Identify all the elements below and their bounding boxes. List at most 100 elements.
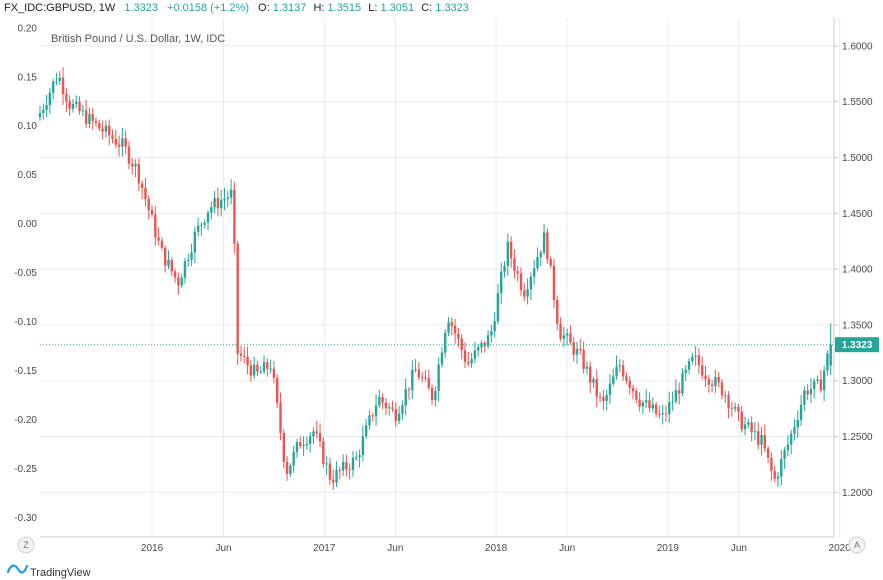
candle-body xyxy=(167,259,170,266)
candle-body xyxy=(88,113,91,124)
candle-body xyxy=(140,183,144,188)
candle-body xyxy=(45,105,48,110)
candle-body xyxy=(239,353,243,356)
candle-body xyxy=(243,355,246,357)
candle-body xyxy=(420,377,424,379)
grid-layer xyxy=(40,18,841,537)
a-button-label: A xyxy=(854,540,860,550)
candle-body xyxy=(111,135,114,139)
candle-body xyxy=(101,128,104,132)
candle-body xyxy=(203,222,206,225)
candle-body xyxy=(121,138,124,147)
candle-body xyxy=(681,372,684,394)
candle-body xyxy=(213,197,216,208)
candle-body xyxy=(351,457,355,470)
candle-body xyxy=(256,364,259,372)
candle-body xyxy=(216,197,220,209)
candle-body xyxy=(819,379,823,391)
candle-body xyxy=(470,358,473,364)
candle-body xyxy=(94,120,98,123)
candle-body xyxy=(338,469,342,471)
candle-body xyxy=(114,138,117,145)
candle-body xyxy=(753,431,757,433)
candle-body xyxy=(776,476,780,479)
candle-body xyxy=(799,404,803,420)
candle-body xyxy=(91,113,94,121)
x-tick-label: 2018 xyxy=(485,543,508,554)
right-tick-label: 1.4000 xyxy=(842,265,873,276)
candle-body xyxy=(816,379,819,381)
last-value: 1.3323 xyxy=(124,2,158,14)
left-tick-label: -0.05 xyxy=(14,268,37,279)
candle-body xyxy=(500,271,503,294)
candle-body xyxy=(592,379,595,383)
candle-body xyxy=(187,259,190,262)
candle-body xyxy=(157,237,160,241)
candle-body xyxy=(615,366,618,377)
candle-body xyxy=(582,349,585,369)
x-tick-label: 2019 xyxy=(657,543,680,554)
candle-body xyxy=(562,335,566,339)
candle-body xyxy=(809,388,813,395)
candle-body xyxy=(68,101,71,109)
candle-body xyxy=(526,289,529,297)
candle-body xyxy=(612,376,615,384)
candle-body xyxy=(529,276,533,290)
last-price-box xyxy=(835,337,879,353)
candle-body xyxy=(766,448,770,458)
candle-body xyxy=(282,432,286,462)
candle-body xyxy=(796,419,799,428)
candle-body xyxy=(710,384,714,387)
candle-body xyxy=(714,377,717,387)
candle-body xyxy=(246,356,249,366)
candle-body xyxy=(341,462,345,471)
candle-body xyxy=(233,189,236,244)
candle-body xyxy=(279,402,282,433)
left-axis: 0.20 0.15 0.10 0.05 0.00 -0.05 -0.10 -0.15 -0.20… xyxy=(14,23,37,524)
candle-body xyxy=(559,323,562,339)
candle-body xyxy=(170,259,173,272)
candle-body xyxy=(318,432,322,442)
candle-body xyxy=(299,442,302,447)
candle-body xyxy=(292,451,295,466)
candle-body xyxy=(345,462,348,470)
candle-body xyxy=(618,365,622,367)
x-axis: 2016 Jun 2017 Jun 2018 Jun 2019 Jun 2020 xyxy=(141,543,851,554)
x-tick-label: Jun xyxy=(387,543,403,554)
candle-body xyxy=(276,377,279,403)
candle-body xyxy=(322,441,325,465)
candle-body xyxy=(226,197,229,199)
left-tick-label: 0.00 xyxy=(18,219,38,230)
candle-body xyxy=(757,431,760,445)
left-tick-label: -0.15 xyxy=(14,366,37,377)
candle-body xyxy=(328,463,332,480)
candle-body xyxy=(180,277,183,286)
candle-body xyxy=(519,273,523,291)
candle-body xyxy=(332,479,335,483)
candle-body xyxy=(424,377,427,379)
candle-body xyxy=(542,232,546,253)
candle-body xyxy=(61,77,65,95)
candle-body xyxy=(51,81,55,93)
tradingview-brand[interactable]: TradingView xyxy=(30,567,91,579)
candle-body xyxy=(312,431,315,437)
z-button[interactable]: Z xyxy=(17,536,35,554)
right-tick-label: 1.3000 xyxy=(842,376,873,387)
candle-body xyxy=(453,325,457,334)
z-button-label: Z xyxy=(23,540,29,550)
candle-body xyxy=(437,364,440,391)
open-value: 1.3137 xyxy=(273,2,307,14)
candle-body xyxy=(654,404,658,414)
candle-body xyxy=(193,231,197,253)
candle-body xyxy=(664,413,668,415)
a-button[interactable]: A xyxy=(848,536,866,554)
candle-body xyxy=(789,433,793,445)
candle-body xyxy=(572,342,575,355)
right-tick-label: 1.5500 xyxy=(842,97,873,108)
candle-body xyxy=(104,125,108,132)
candle-body xyxy=(506,241,510,266)
candle-body xyxy=(210,207,213,213)
candle-body xyxy=(674,390,678,402)
chart-title: British Pound / U.S. Dollar, 1W, IDC xyxy=(51,33,225,45)
candle-body xyxy=(552,265,556,301)
